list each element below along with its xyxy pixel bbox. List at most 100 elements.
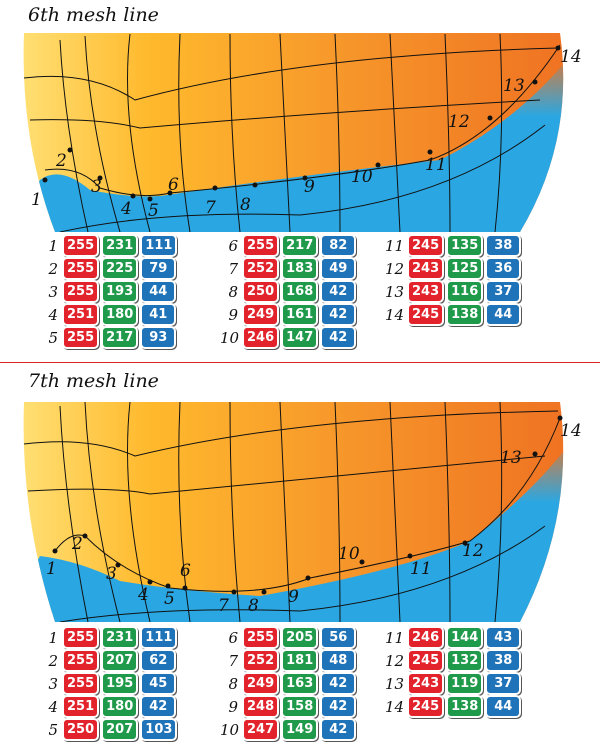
blue-value: 38 (485, 234, 522, 257)
point-label: 2 (71, 534, 83, 554)
entry-index: 9 (228, 697, 238, 716)
color-entry: 13 243 116 37 (385, 280, 545, 303)
color-entry: 4 251 180 42 (40, 695, 220, 718)
red-value: 245 (407, 695, 445, 718)
entry-index: 7 (228, 651, 238, 670)
blue-value: 44 (140, 280, 177, 303)
red-value: 248 (242, 695, 280, 718)
point-label: 8 (240, 195, 251, 215)
entry-index: 8 (228, 282, 238, 301)
blue-value: 37 (485, 280, 522, 303)
blue-value: 42 (320, 718, 357, 741)
green-value: 125 (446, 257, 484, 280)
entry-index: 6 (228, 628, 238, 647)
entry-index: 10 (220, 328, 240, 347)
point-label: 12 (462, 541, 484, 561)
color-entry: 2 255 207 62 (40, 649, 220, 672)
blue-value: 42 (140, 695, 177, 718)
red-value: 243 (407, 672, 445, 695)
color-entry: 9 248 158 42 (220, 695, 385, 718)
red-value: 245 (407, 234, 445, 257)
point-label: 3 (106, 564, 117, 584)
point-label: 8 (248, 596, 259, 616)
blue-value: 62 (140, 649, 177, 672)
entry-index: 3 (48, 282, 58, 301)
point-label: 4 (120, 199, 132, 219)
color-entry: 7 252 181 48 (220, 649, 385, 672)
point-label: 2 (55, 151, 67, 171)
entry-index: 13 (385, 674, 405, 693)
point-label: 7 (218, 596, 229, 616)
entry-index: 11 (385, 236, 405, 255)
entry-index: 6 (228, 236, 238, 255)
blue-value: 111 (140, 234, 178, 257)
red-value: 255 (242, 626, 280, 649)
color-entry: 8 249 163 42 (220, 672, 385, 695)
color-entry: 10 246 147 42 (220, 326, 385, 349)
color-entry: 6 255 217 82 (220, 234, 385, 257)
entry-index: 13 (385, 282, 405, 301)
mesh-panel-7th: 7th mesh line (0, 366, 600, 750)
blue-value: 42 (320, 326, 357, 349)
point-label: 5 (164, 589, 175, 609)
blue-value: 103 (140, 718, 178, 741)
blue-value: 42 (320, 303, 357, 326)
blue-value: 37 (485, 672, 522, 695)
red-value: 255 (62, 626, 100, 649)
color-entry: 11 245 135 38 (385, 234, 545, 257)
point-label: 1 (31, 190, 42, 210)
blue-value: 93 (140, 326, 177, 349)
color-entry: 3 255 193 44 (40, 280, 220, 303)
green-value: 132 (446, 649, 484, 672)
green-value: 207 (101, 649, 139, 672)
red-value: 250 (242, 280, 280, 303)
point-label: 10 (351, 167, 373, 187)
mesh-nodes (52, 415, 563, 595)
green-value: 207 (101, 718, 139, 741)
green-value: 205 (281, 626, 319, 649)
color-entry: 1 255 231 111 (40, 234, 220, 257)
color-entry: 5 255 217 93 (40, 326, 220, 349)
green-value: 183 (281, 257, 319, 280)
red-value: 246 (407, 626, 445, 649)
red-value: 255 (62, 672, 100, 695)
color-entry: 3 255 195 45 (40, 672, 220, 695)
green-value: 144 (446, 626, 484, 649)
green-value: 119 (446, 672, 484, 695)
green-value: 180 (101, 303, 139, 326)
color-value-table: 1 255 231 111 2 255 207 62 3 255 195 45 4 251 180 42… (40, 626, 545, 741)
green-value: 217 (101, 326, 139, 349)
color-entry: 7 252 183 49 (220, 257, 385, 280)
point-label: 9 (304, 177, 315, 197)
red-value: 243 (407, 280, 445, 303)
point-label: 7 (205, 198, 216, 218)
mesh-grid (23, 33, 561, 232)
entry-index: 2 (48, 651, 58, 670)
entry-index: 4 (48, 697, 58, 716)
blue-value: 44 (485, 695, 522, 718)
color-entry: 11 246 144 43 (385, 626, 545, 649)
blue-value: 41 (140, 303, 177, 326)
entry-index: 5 (48, 720, 58, 739)
point-label: 4 (137, 585, 149, 605)
point-label: 5 (148, 201, 159, 221)
red-value: 249 (242, 303, 280, 326)
blue-value: 79 (140, 257, 177, 280)
entry-index: 3 (48, 674, 58, 693)
red-value: 247 (242, 718, 280, 741)
blue-value: 45 (140, 672, 177, 695)
color-value-table: 1 255 231 111 2 255 225 79 3 255 193 44 4 251 180 41… (40, 234, 545, 349)
red-value: 246 (242, 326, 280, 349)
panel-title: 6th mesh line (28, 4, 159, 26)
entry-index: 2 (48, 259, 58, 278)
green-value: 168 (281, 280, 319, 303)
red-value: 255 (62, 234, 100, 257)
color-entry: 2 255 225 79 (40, 257, 220, 280)
blue-value: 38 (485, 649, 522, 672)
entry-index: 9 (228, 305, 238, 324)
color-entry: 9 249 161 42 (220, 303, 385, 326)
point-label: 6 (180, 561, 191, 581)
point-label: 11 (410, 559, 432, 579)
red-value: 252 (242, 257, 280, 280)
point-label: 14 (560, 421, 582, 441)
